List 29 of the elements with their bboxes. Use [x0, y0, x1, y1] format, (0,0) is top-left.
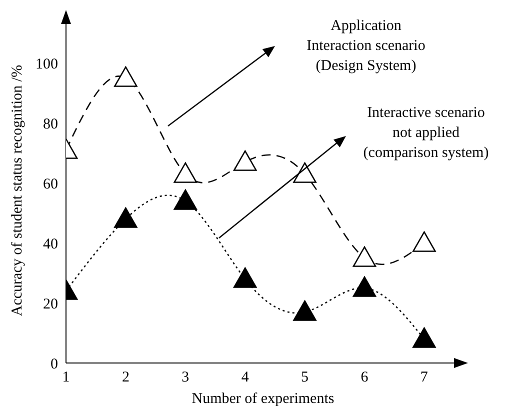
x-axis-title: Number of experiments	[192, 391, 334, 407]
point	[352, 246, 376, 267]
y-tick-label: 0	[50, 356, 58, 372]
point	[174, 162, 198, 183]
annotation: Application Interaction scenario (Design System)	[306, 18, 426, 74]
x-tick-label: 5	[301, 370, 309, 386]
point	[114, 66, 138, 87]
point	[174, 189, 198, 210]
annotation: Interactive scenario not applied (comparison system)	[363, 105, 489, 161]
y-tick-label: 20	[43, 296, 58, 312]
y-tick-label: 60	[43, 176, 58, 192]
y-axis-title: Accuracy of student status recognition /%	[9, 64, 26, 316]
point	[114, 207, 138, 228]
x-tick-label: 1	[62, 370, 70, 386]
x-tick-label: 4	[241, 370, 250, 386]
y-tick-label: 80	[43, 116, 58, 132]
point	[293, 300, 316, 321]
x-tick-label: 7	[420, 370, 428, 386]
y-tick-label: 100	[36, 56, 58, 72]
point	[412, 327, 436, 348]
point	[293, 162, 316, 183]
y-tick-label: 40	[43, 236, 58, 252]
x-tick-label: 3	[182, 370, 190, 386]
point	[352, 276, 376, 297]
point	[233, 150, 257, 171]
point	[412, 231, 436, 252]
x-tick-label: 2	[122, 370, 130, 386]
x-tick-label: 6	[360, 370, 369, 386]
point	[233, 267, 257, 288]
